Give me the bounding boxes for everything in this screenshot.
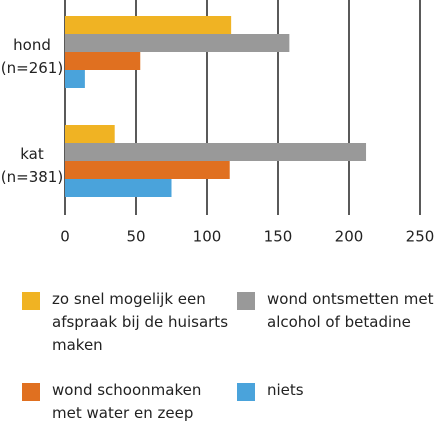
bar: [65, 125, 115, 143]
x-tick-label: 200: [335, 228, 364, 246]
legend-swatch: [237, 383, 255, 401]
legend-label: zo snel mogelijk een afspraak bij de hui…: [52, 290, 229, 354]
bar: [65, 52, 141, 70]
category-label: kat (n=381): [0, 145, 64, 186]
legend-swatch: [22, 383, 40, 401]
bar: [65, 143, 367, 161]
x-tick-label: 100: [193, 228, 222, 246]
legend-label: wond schoonmaken met water en zeep: [52, 381, 202, 422]
x-tick-label: 250: [406, 228, 435, 246]
legend-swatch: [22, 292, 40, 310]
category-label: hond (n=261): [0, 36, 64, 77]
x-tick-label: 50: [126, 228, 145, 246]
bar: [65, 161, 230, 179]
bar: [65, 70, 85, 88]
legend-swatch: [237, 292, 255, 310]
bar: [65, 16, 232, 34]
x-tick-label: 0: [60, 228, 70, 246]
x-tick-label: 150: [264, 228, 293, 246]
bar: [65, 179, 172, 197]
legend-label: niets: [267, 381, 304, 399]
legend-label: wond ontsmetten met alcohol of betadine: [267, 290, 434, 331]
bar: [65, 34, 290, 52]
